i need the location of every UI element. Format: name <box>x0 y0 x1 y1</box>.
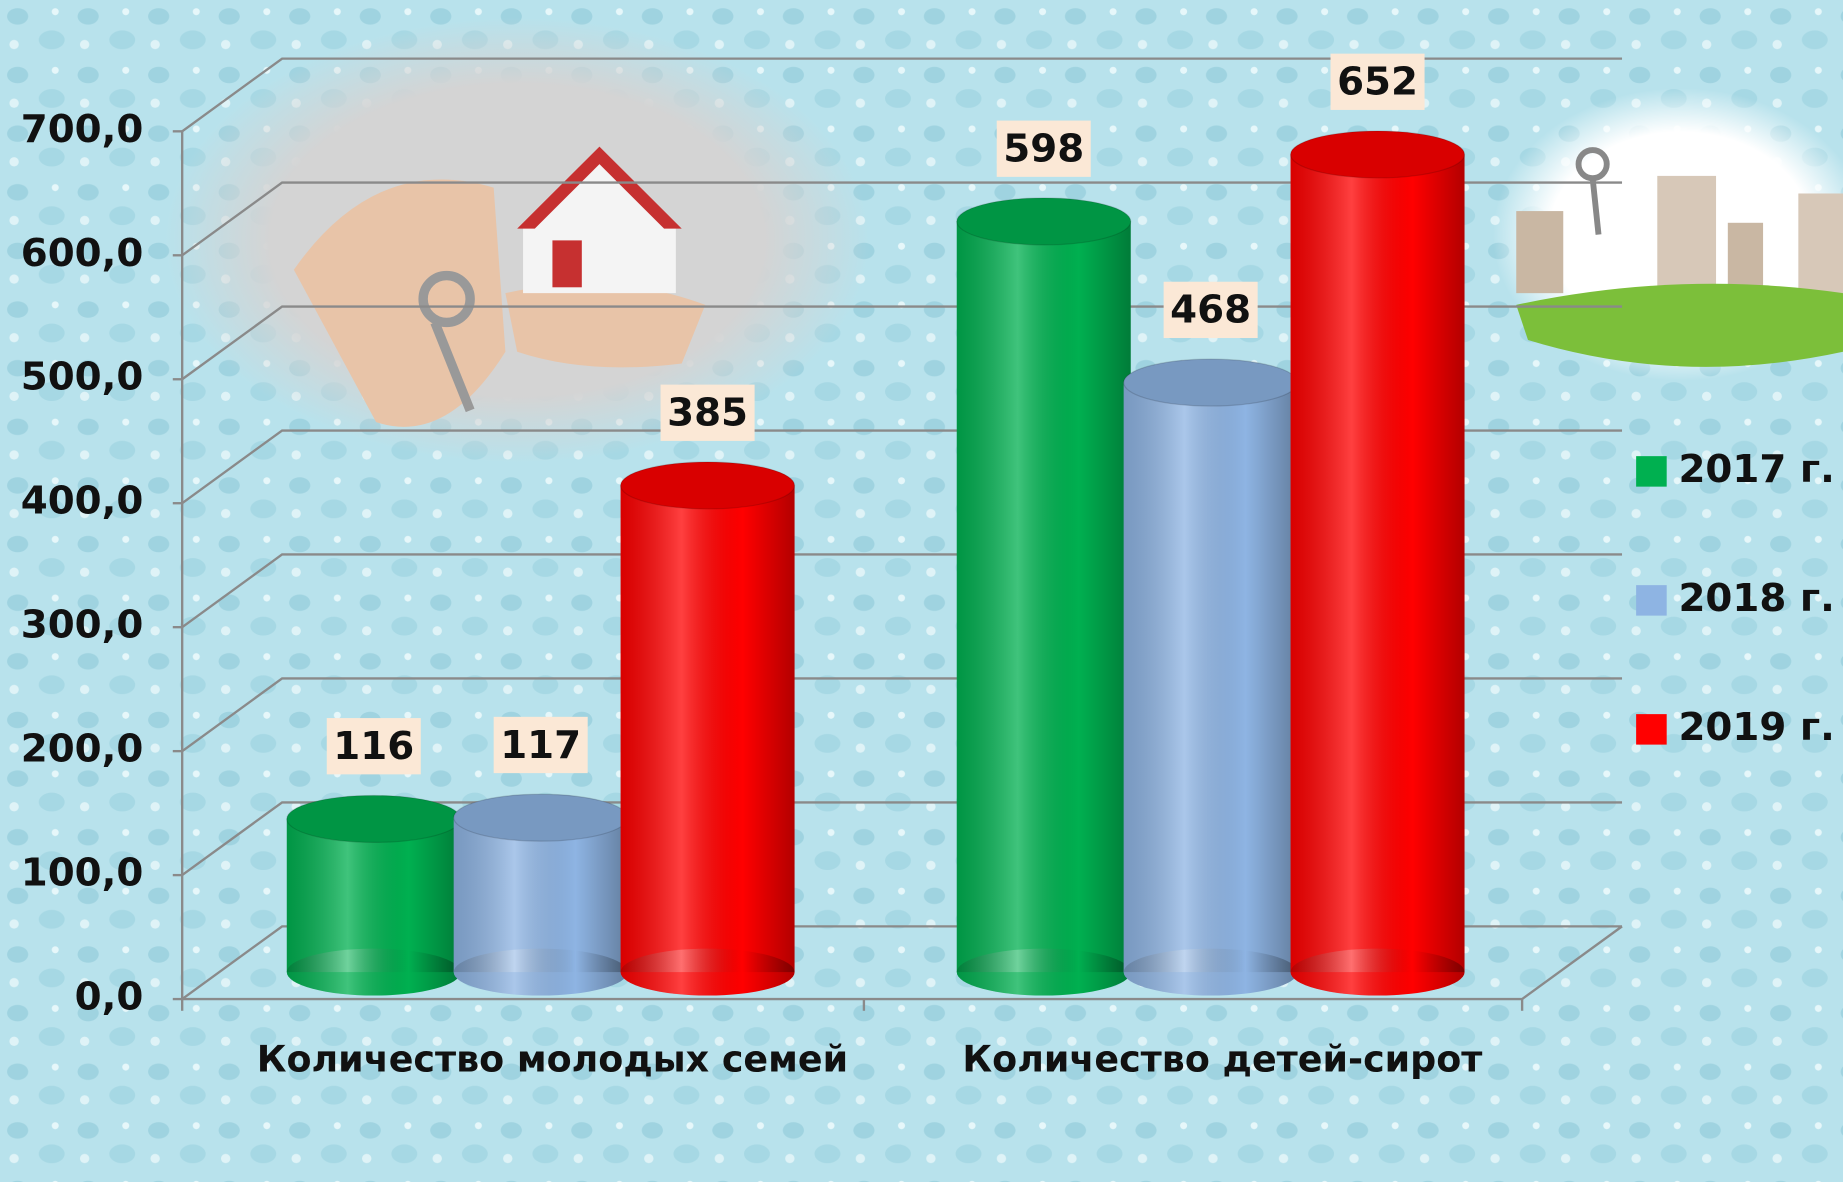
data-label: 598 <box>1003 127 1084 172</box>
x-tick-label: Количество детей-сирот <box>962 1038 1482 1081</box>
bar-shade <box>453 817 628 973</box>
data-label-box <box>493 716 588 774</box>
legend-swatch <box>1636 714 1667 745</box>
data-label-box <box>1330 53 1425 110</box>
bar-shade-base <box>286 948 461 996</box>
legend-swatch <box>1636 585 1667 616</box>
data-label: 116 <box>333 724 414 769</box>
bar-shade-base <box>620 948 795 996</box>
bar-shade <box>1290 154 1465 973</box>
y-tick-label: 500,0 <box>21 355 144 400</box>
bar-top-shade <box>956 197 1131 245</box>
bar-top <box>1289 130 1466 179</box>
y-tick-label: 400,0 <box>21 479 144 524</box>
bar-top-shade <box>1290 131 1465 178</box>
data-label-box <box>996 120 1091 177</box>
bar-top-shade <box>620 462 795 509</box>
data-label: 385 <box>667 391 748 436</box>
legend-label: 2017 г. <box>1678 447 1834 492</box>
y-tick-label: 300,0 <box>21 603 144 648</box>
bar-top-shade <box>286 795 461 843</box>
y-tick-label: 600,0 <box>21 231 144 276</box>
data-label-box <box>1163 281 1258 339</box>
bar-shade-base <box>1123 948 1298 996</box>
photo-apartments <box>1492 87 1843 382</box>
bar-shade-base <box>956 948 1131 996</box>
bar-shade <box>620 485 795 973</box>
y-tick-label: 700,0 <box>21 107 144 152</box>
grid-line <box>181 181 1623 257</box>
x-tick-label: Количество молодых семей <box>257 1038 848 1081</box>
data-label: 117 <box>500 723 581 768</box>
bar-shade <box>286 818 461 973</box>
bar-top <box>620 461 796 510</box>
bar-shade-base <box>453 948 628 996</box>
grid-line <box>181 57 1623 133</box>
photo-keys-house <box>164 17 870 464</box>
bar-top <box>956 197 1132 246</box>
bar-top-shade <box>453 794 628 842</box>
bar-shade <box>956 221 1131 973</box>
data-label: 468 <box>1170 288 1251 333</box>
data-label-box <box>326 718 421 775</box>
y-tick-label: 100,0 <box>21 851 144 896</box>
legend-label: 2018 г. <box>1678 576 1834 621</box>
bar-top-shade <box>1123 359 1298 407</box>
data-label-box <box>660 384 755 441</box>
bar-shade <box>1123 382 1298 973</box>
data-label: 652 <box>1337 60 1418 105</box>
legend-label: 2019 г. <box>1678 705 1834 750</box>
y-tick-label: 200,0 <box>21 727 144 772</box>
bar-shade-base <box>1290 948 1465 996</box>
legend-swatch <box>1636 456 1667 487</box>
y-tick-label: 0,0 <box>75 975 144 1020</box>
